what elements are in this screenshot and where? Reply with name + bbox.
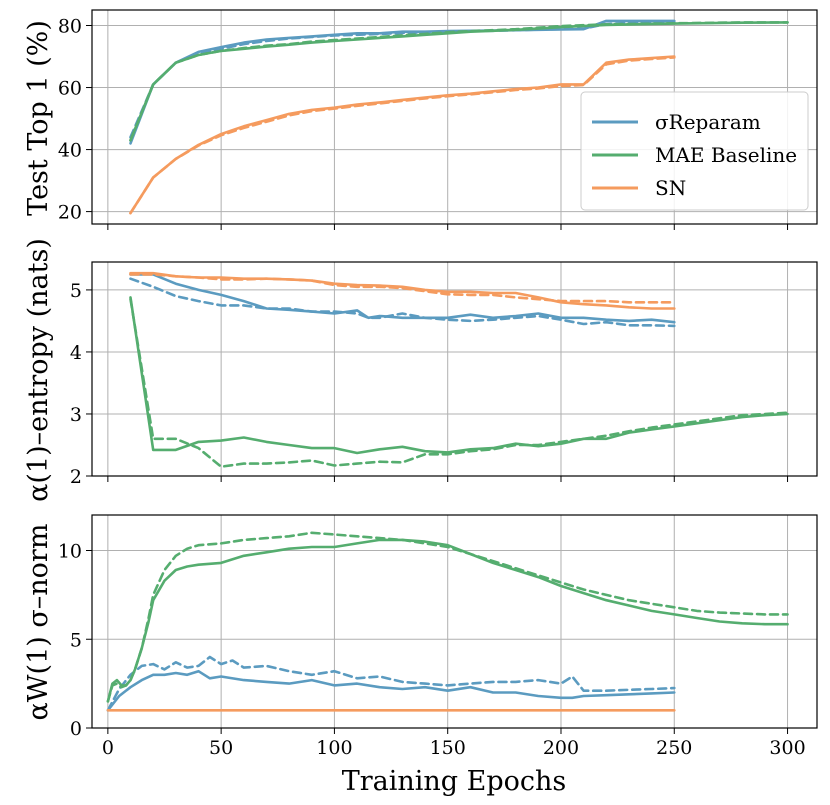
bot-series-mae-baseline — [106, 538, 789, 703]
mid-y-tick-label: 3 — [70, 404, 82, 426]
top-series-sn-dashed- — [129, 56, 676, 215]
bot-frame — [91, 514, 818, 729]
mid-frame — [91, 261, 818, 477]
top-series-mae-baseline-dashed- — [129, 21, 789, 142]
x-tick-label: 200 — [543, 737, 579, 759]
bottom-ylabel: αW(1) σ–norm — [23, 524, 54, 721]
mid-series-mae-baseline — [129, 296, 789, 455]
top-y-tick-label: 60 — [58, 78, 82, 100]
top-series--reparam-dashed- — [129, 21, 676, 139]
bot-series-mae-baseline-dashed- — [106, 531, 789, 703]
mid-panel: α(1)–entropy (nats) — [23, 238, 54, 502]
mid-series-sn — [129, 271, 676, 310]
x-tick-label: 300 — [769, 737, 805, 759]
top-y-tick-label: 20 — [58, 202, 82, 224]
bot-series--reparam — [106, 669, 676, 712]
x-tick-label: 100 — [316, 737, 352, 759]
mid-ylabel: α(1)–entropy (nats) — [23, 238, 54, 502]
top-panel: Test Top 1 (%) — [23, 20, 54, 216]
bottom-panel: αW(1) σ–norm — [23, 524, 54, 721]
top-frame — [91, 9, 818, 225]
mid-series-sn-dashed- — [129, 273, 676, 304]
bot-y-tick-label: 0 — [70, 718, 82, 740]
mid-series--reparam-dashed- — [129, 277, 676, 328]
bot-plot-area: 0 50 100 150 200 250 300 0 5 10 — [58, 514, 818, 759]
bot-y-tick-label: 5 — [70, 629, 82, 651]
mid-plot-area: 2 3 4 5 — [70, 261, 818, 488]
legend: σReparam MAE Baseline SN — [580, 91, 809, 211]
mid-series--reparam — [129, 273, 676, 324]
legend-label-mae: MAE Baseline — [655, 143, 797, 167]
bot-y-tick-label: 10 — [58, 541, 82, 563]
mid-y-tick-label: 2 — [70, 466, 82, 488]
x-axis-label: Training Epochs — [342, 766, 567, 797]
top-ylabel: Test Top 1 (%) — [23, 20, 54, 216]
mid-series-mae-baseline-dashed- — [129, 297, 789, 469]
legend-label-sn: SN — [655, 176, 686, 200]
bot-series--reparam-dashed- — [106, 655, 676, 712]
x-tick-label: 50 — [209, 737, 233, 759]
mid-y-tick-label: 5 — [70, 280, 82, 302]
top-y-tick-label: 80 — [58, 16, 82, 38]
top-y-tick-label: 40 — [58, 140, 82, 162]
x-tick-label: 150 — [430, 737, 466, 759]
mid-y-tick-label: 4 — [70, 342, 82, 364]
legend-label-sigma: σReparam — [655, 110, 761, 134]
x-tick-label: 250 — [656, 737, 692, 759]
x-tick-label: 0 — [102, 737, 114, 759]
